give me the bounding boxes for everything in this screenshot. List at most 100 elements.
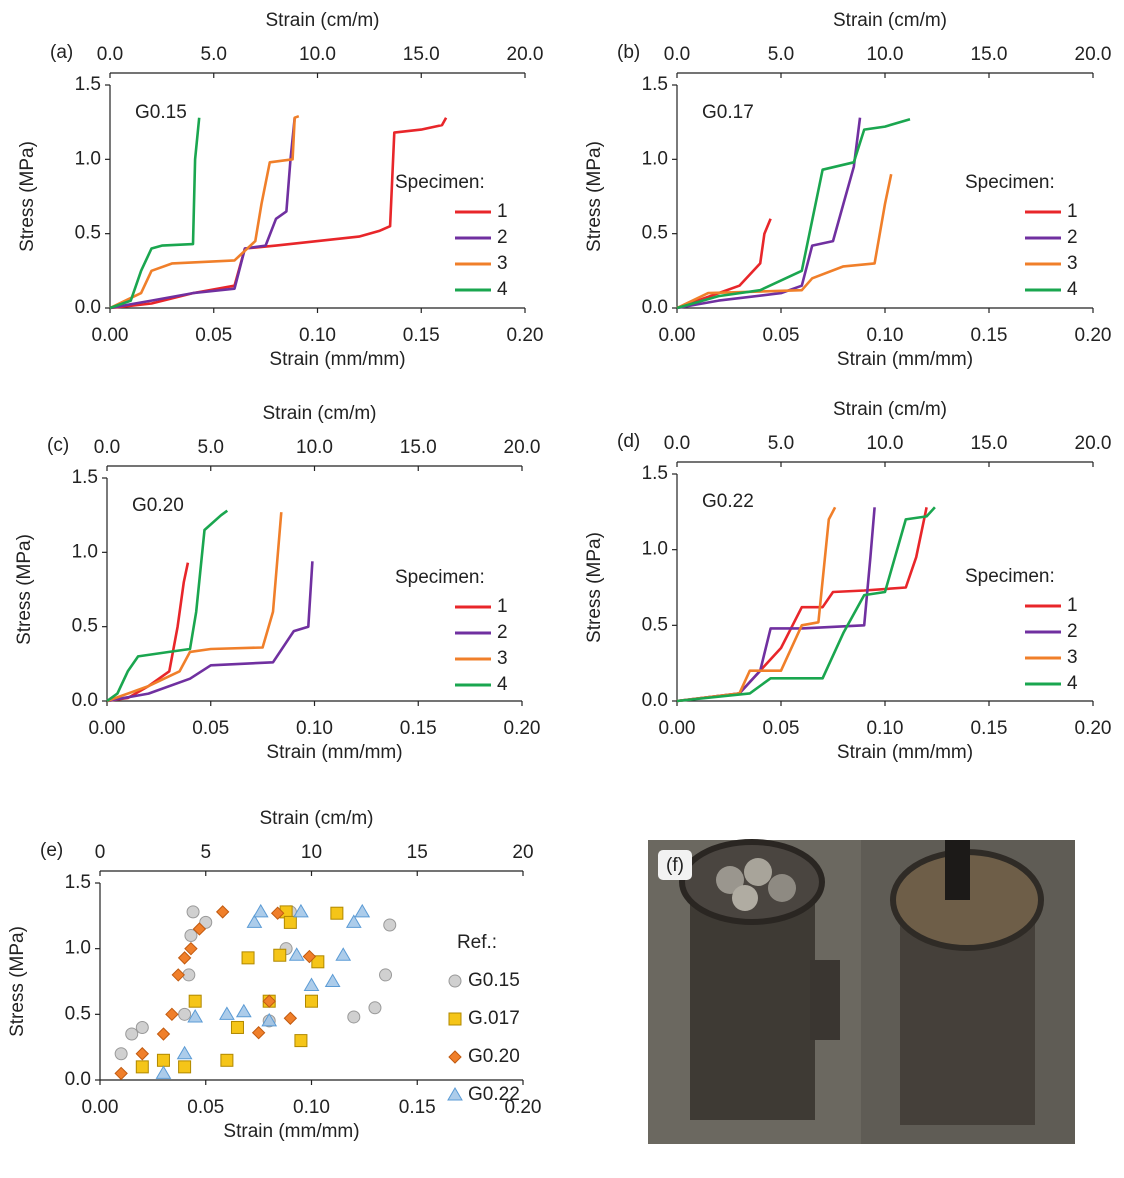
- x2-axis-title: Strain (cm/m): [263, 403, 377, 424]
- y-tick-label: 0.0: [642, 297, 668, 318]
- legend-label: 2: [1067, 621, 1078, 642]
- marker: [293, 903, 309, 918]
- marker: [251, 1026, 266, 1040]
- x2-tick-label: 10: [301, 842, 322, 863]
- photo-label-box: [658, 850, 692, 880]
- legend-swatch: [448, 1012, 462, 1026]
- y-tick-label: 1.0: [642, 539, 668, 560]
- mold-handle: [810, 960, 840, 1040]
- x2-tick-label: 5.0: [201, 44, 227, 65]
- x2-tick-label: 5.0: [768, 433, 794, 454]
- legend-label: G0.22: [468, 1084, 520, 1105]
- legend-label: 3: [497, 648, 508, 669]
- y-axis-title: Stress (MPa): [584, 141, 605, 252]
- marker: [178, 1060, 192, 1074]
- marker: [302, 949, 317, 964]
- marker: [135, 1020, 149, 1034]
- legend-label: G0.15: [468, 970, 520, 991]
- legend-label: 4: [497, 674, 508, 695]
- x-tick-label: 0.15: [971, 718, 1008, 739]
- y-tick-label: 1.5: [75, 74, 101, 95]
- marker: [379, 968, 393, 982]
- x2-axis-title: Strain (cm/m): [260, 808, 374, 829]
- legend-swatch: [448, 974, 462, 988]
- marker: [114, 1066, 128, 1081]
- x-tick-label: 0.05: [763, 718, 800, 739]
- x2-tick-label: 15.0: [400, 437, 437, 458]
- legend-swatch: [447, 1087, 463, 1101]
- y-tick-label: 1.5: [72, 467, 98, 488]
- x-tick-label: 0.05: [195, 325, 232, 346]
- x2-tick-label: 5.0: [768, 44, 794, 65]
- marker: [246, 914, 263, 928]
- y-tick-label: 1.0: [75, 148, 101, 169]
- legend-label: 1: [497, 596, 508, 617]
- panel: 0.0 0.5 1.0 1.5 0.00 0.05 0.10 0.15 0.20 0.0 5.0 10…: [17, 10, 543, 370]
- x-tick-label: 0.05: [187, 1097, 224, 1118]
- x-axis-title: Strain (mm/mm): [269, 349, 405, 370]
- marker: [192, 922, 207, 936]
- y-tick-label: 0.5: [642, 223, 668, 244]
- marker: [261, 1012, 278, 1027]
- legend-label: 3: [1067, 253, 1078, 274]
- ball: [744, 858, 772, 886]
- x-tick-label: 0.15: [399, 1097, 436, 1118]
- x2-tick-label: 20.0: [1075, 44, 1112, 65]
- x2-tick-label: 20.0: [1075, 433, 1112, 454]
- marker: [171, 968, 185, 982]
- ball: [732, 885, 758, 911]
- panel-label: (b): [617, 42, 640, 63]
- panel-label: (c): [47, 435, 69, 456]
- series-line: [676, 506, 837, 703]
- x2-tick-label: 15.0: [403, 44, 440, 65]
- marker: [184, 941, 198, 956]
- legend-label: 1: [497, 201, 508, 222]
- marker: [114, 1047, 128, 1061]
- x-tick-label: 0.00: [89, 718, 126, 739]
- series-line: [676, 218, 772, 310]
- y-tick-label: 0.0: [642, 690, 668, 711]
- marker: [347, 1010, 361, 1024]
- marker: [283, 1011, 298, 1025]
- y-tick-label: 1.0: [642, 148, 668, 169]
- ball: [768, 874, 796, 902]
- panel: 0.0 0.5 1.0 1.5 0.00 0.05 0.10 0.15 0.20 0.0 5.0 10…: [14, 403, 540, 763]
- legend-label: 3: [1067, 647, 1078, 668]
- legend-title: Specimen:: [395, 172, 485, 193]
- x2-tick-label: 15: [407, 842, 428, 863]
- x2-tick-label: 5.0: [198, 437, 224, 458]
- panel-label: (e): [40, 840, 63, 861]
- y-tick-label: 1.5: [65, 872, 91, 893]
- legend-label: 4: [1067, 279, 1078, 300]
- rod: [945, 840, 970, 900]
- marker: [383, 918, 397, 932]
- x2-tick-label: 0.0: [664, 433, 690, 454]
- series-line: [106, 561, 314, 703]
- y-tick-label: 1.5: [642, 463, 668, 484]
- annotation: G0.22: [702, 491, 754, 512]
- marker: [215, 905, 230, 919]
- annotation: G0.15: [135, 102, 187, 123]
- marker: [187, 1008, 204, 1023]
- series-line: [106, 512, 283, 703]
- y-tick-label: 0.5: [642, 614, 668, 635]
- legend-swatch: [448, 1050, 462, 1064]
- x2-tick-label: 10.0: [867, 44, 904, 65]
- x-tick-label: 0.05: [192, 718, 229, 739]
- marker: [288, 947, 305, 961]
- marker: [283, 915, 297, 929]
- panel-label: (d): [617, 431, 640, 452]
- x-axis-title: Strain (mm/mm): [223, 1121, 359, 1142]
- y-tick-label: 0.0: [65, 1069, 91, 1090]
- x-tick-label: 0.10: [299, 325, 336, 346]
- legend-label: 2: [497, 227, 508, 248]
- legend-label: G0.20: [468, 1046, 520, 1067]
- x-tick-label: 0.10: [867, 718, 904, 739]
- y-tick-label: 0.5: [75, 223, 101, 244]
- x-tick-label: 0.20: [1075, 325, 1112, 346]
- marker: [235, 1003, 252, 1018]
- x-tick-label: 0.15: [403, 325, 440, 346]
- marker: [176, 1045, 193, 1060]
- x-tick-label: 0.10: [867, 325, 904, 346]
